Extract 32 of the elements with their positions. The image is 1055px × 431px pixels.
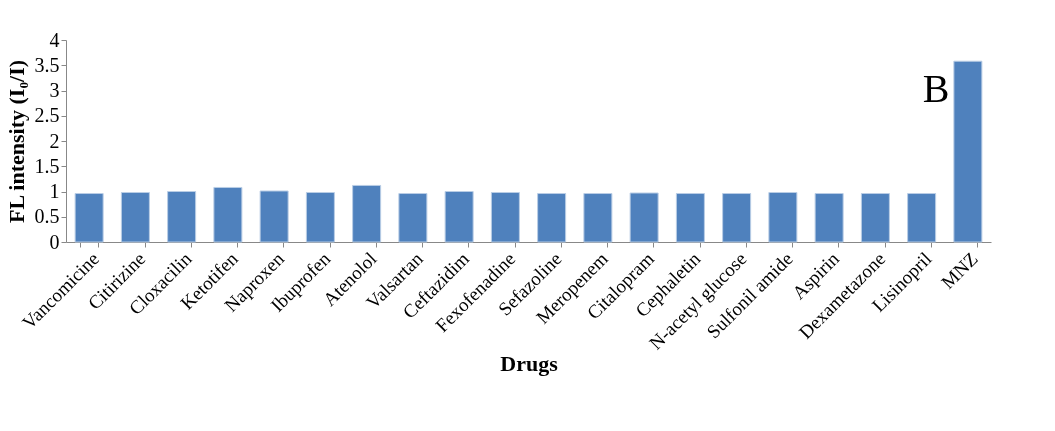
bar [907,193,937,243]
bar [352,184,382,243]
bar [444,191,474,243]
bar [259,190,289,243]
bar [167,191,197,243]
bar [953,60,983,243]
bar [722,193,752,243]
bar [74,193,104,243]
bar [814,193,844,243]
y-axis-title: FL intensity (I₀/I) [3,59,29,224]
y-tick-label: 1 [49,180,60,202]
bar [860,193,890,243]
bar [305,192,335,243]
bar [768,192,798,243]
annotation: B [922,66,950,111]
bar [398,193,428,243]
x-axis-title: Drugs [500,350,559,376]
bar [537,193,567,243]
y-tick-label: 3.5 [34,53,60,76]
bar [120,192,150,243]
y-tick-label: 2 [49,129,60,152]
y-tick-label: 4 [49,28,60,51]
y-tick-label: 0.5 [34,205,60,228]
y-tick-label: 2.5 [34,104,60,127]
bar [629,192,659,243]
bar [213,186,243,243]
y-tick-label: 0 [49,230,60,253]
bar [490,192,520,243]
y-tick-label: 3 [49,79,60,101]
bar [583,193,613,243]
bar [675,193,705,243]
y-tick-label: 1.5 [34,154,60,177]
